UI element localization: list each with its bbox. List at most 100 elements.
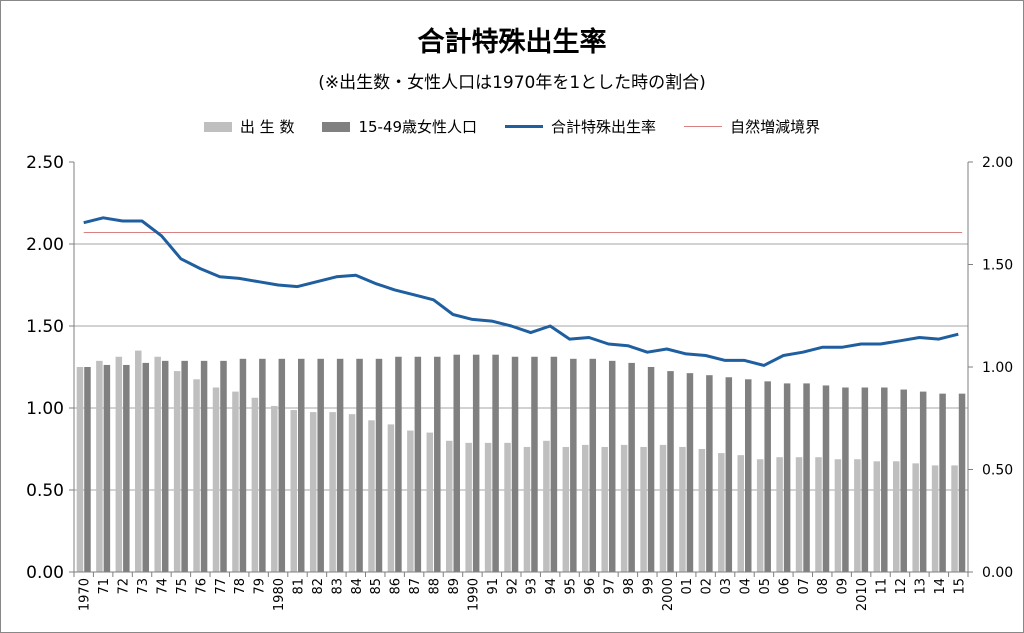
- y-left-tick-label: 0.50: [26, 481, 64, 501]
- y-right-tick-label: 1.50: [982, 258, 1013, 274]
- bar-births: [640, 446, 647, 572]
- x-tick-label: 89: [447, 578, 462, 595]
- legend: 出 生 数 15-49歳女性人口 合計特殊出生率 自然増減境界: [0, 116, 1024, 137]
- bar-female-population: [414, 356, 422, 572]
- bar-births: [309, 412, 317, 572]
- x-tick-label: 09: [836, 578, 851, 595]
- x-tick-label: 06: [777, 578, 792, 595]
- bar-female-population: [706, 375, 713, 572]
- x-tick-label: 2000: [661, 578, 676, 611]
- bar-female-population: [900, 389, 907, 572]
- bar-female-population: [103, 364, 111, 572]
- bar-female-population: [142, 362, 150, 572]
- bar-female-population: [434, 356, 441, 572]
- bar-births: [96, 360, 103, 572]
- x-tick-label: 91: [486, 578, 501, 595]
- bar-births: [718, 453, 725, 572]
- legend-label-replacement-level: 自然増減境界: [730, 118, 821, 136]
- bar-births: [426, 432, 434, 572]
- bar-births: [154, 356, 161, 572]
- x-tick-label: 76: [194, 578, 209, 595]
- bar-births: [465, 442, 472, 572]
- chart-title: 合計特殊出生率: [417, 27, 607, 58]
- bar-female-population: [842, 387, 849, 572]
- x-tick-label: 07: [797, 578, 812, 595]
- x-tick-label: 74: [155, 578, 170, 595]
- bar-female-population: [239, 358, 247, 572]
- bar-births: [368, 420, 375, 572]
- bar-births: [484, 442, 492, 572]
- y-left-tick-label: 1.00: [26, 399, 64, 419]
- x-tick-label: 71: [97, 578, 112, 595]
- bar-births: [698, 449, 706, 572]
- bar-female-population: [472, 354, 480, 572]
- y-right-tick-label: 1.00: [982, 360, 1013, 376]
- bar-births: [912, 463, 919, 572]
- x-tick-label: 72: [117, 578, 132, 595]
- bar-births: [445, 440, 453, 572]
- x-tick-label: 85: [369, 578, 384, 595]
- bar-births: [329, 412, 336, 572]
- x-tick-label: 2010: [855, 578, 870, 611]
- x-tick-label: 87: [408, 578, 423, 595]
- bar-female-population: [336, 358, 344, 572]
- bar-births: [290, 410, 297, 572]
- legend-swatch-replacement-level: [684, 126, 723, 127]
- bar-births: [815, 457, 822, 572]
- legend-label-fertility-rate: 合計特殊出生率: [551, 118, 657, 136]
- bar-births: [387, 424, 395, 572]
- bar-births: [232, 391, 239, 572]
- bar-births: [348, 414, 356, 572]
- x-tick-label: 78: [233, 578, 248, 595]
- bar-female-population: [764, 381, 771, 572]
- x-tick-label: 1990: [466, 578, 481, 611]
- bar-female-population: [531, 356, 538, 572]
- bar-female-population: [356, 358, 363, 572]
- legend-item-replacement-level: 自然増減境界: [684, 116, 820, 137]
- x-tick-label: 13: [913, 578, 928, 595]
- x-tick-label: 05: [758, 578, 773, 595]
- x-tick-label: 95: [564, 578, 579, 595]
- y-right-tick-label: 0.50: [982, 463, 1013, 479]
- x-tick-label: 12: [894, 578, 909, 595]
- x-tick-label: 84: [350, 578, 365, 595]
- x-tick-label: 1970: [78, 578, 93, 611]
- bar-births: [582, 444, 589, 572]
- bar-births: [504, 442, 511, 572]
- bar-births: [173, 371, 181, 572]
- y-left-tick-label: 0.00: [26, 563, 64, 583]
- x-tick-label: 99: [641, 578, 656, 595]
- bar-births: [892, 461, 900, 572]
- bar-births: [834, 459, 842, 572]
- bar-female-population: [958, 393, 966, 572]
- x-tick-label: 01: [680, 578, 695, 595]
- bar-births: [193, 379, 200, 572]
- bar-female-population: [161, 360, 169, 572]
- x-tick-label: 03: [719, 578, 734, 595]
- bar-births: [115, 356, 123, 572]
- x-tick-label: 1980: [272, 578, 287, 611]
- x-tick-label: 73: [136, 578, 151, 595]
- bar-births: [951, 465, 958, 572]
- bar-female-population: [395, 356, 402, 572]
- bar-female-population: [492, 354, 499, 572]
- x-tick-label: 94: [544, 578, 559, 595]
- fertility-rate-line: [83, 216, 959, 367]
- legend-swatch-births: [203, 121, 232, 132]
- bar-female-population: [725, 377, 733, 572]
- bar-female-population: [278, 358, 286, 572]
- x-tick-label: 92: [505, 578, 520, 595]
- x-tick-label: 86: [389, 578, 404, 595]
- bar-female-population: [550, 356, 558, 572]
- bar-female-population: [861, 387, 869, 572]
- bar-births: [854, 459, 861, 572]
- x-tick-label: 77: [214, 578, 229, 595]
- bar-female-population: [453, 354, 460, 572]
- x-tick-label: 11: [875, 578, 890, 595]
- x-tick-label: 75: [175, 578, 190, 595]
- bar-births: [543, 440, 550, 572]
- legend-swatch-female-population: [322, 121, 351, 132]
- bar-female-population: [181, 360, 188, 572]
- bar-female-population: [647, 367, 655, 572]
